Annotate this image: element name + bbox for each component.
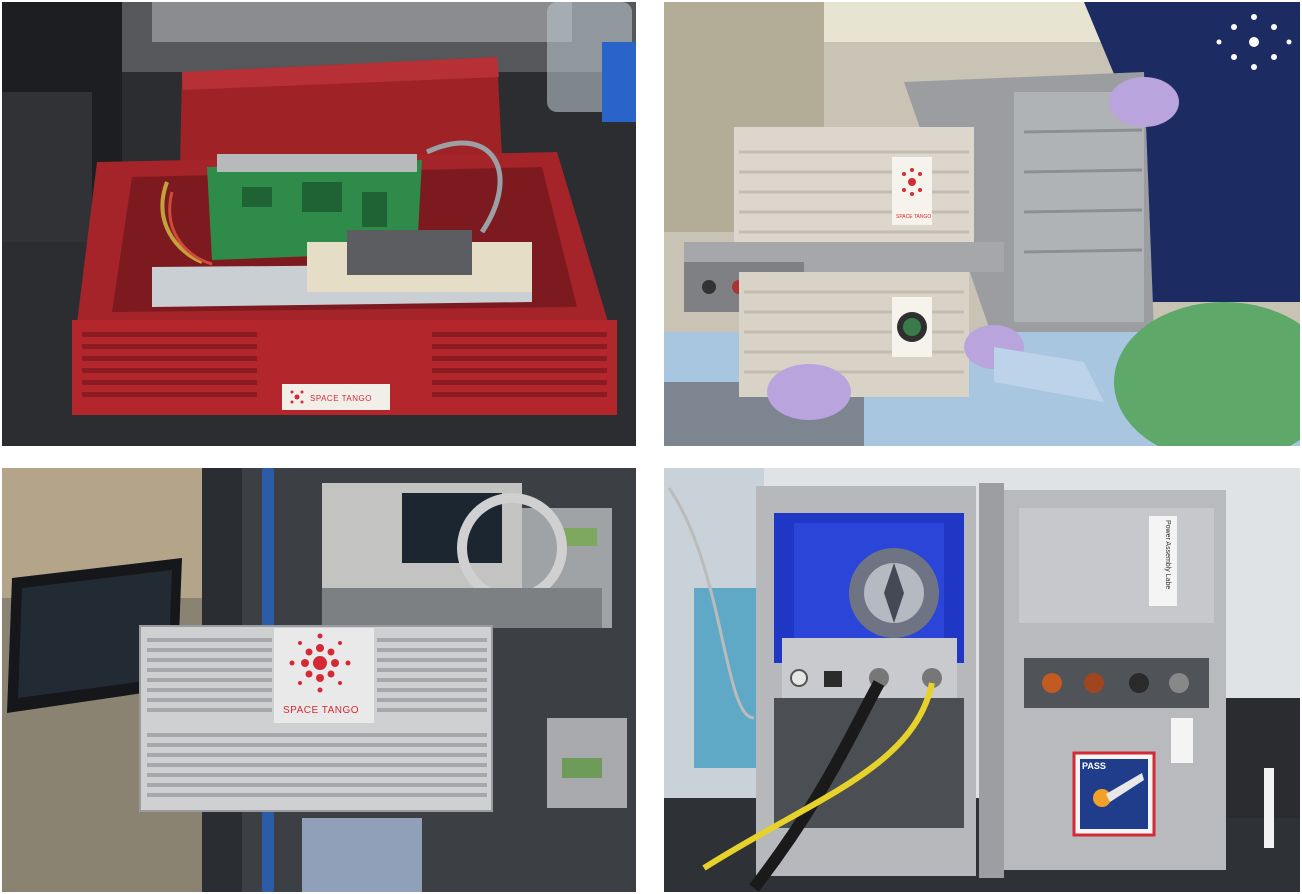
photo-red-enclosure-electronics: SPACE TANGO xyxy=(2,2,636,446)
power-assembly-label: Power Assembly Labe xyxy=(1164,520,1171,589)
enclosure-brand-label: SPACE TANGO xyxy=(310,394,372,403)
pass-sticker-text: PASS xyxy=(1082,761,1106,771)
photo-open-unit-blue-led: Power Assembly Labe PASS xyxy=(664,468,1300,892)
cube-brand-label: SPACE TANGO xyxy=(896,214,931,220)
photo-module-on-station: SPACE TANGO xyxy=(2,468,636,892)
photo-cube-insertion: SPACE TANGO xyxy=(664,2,1300,446)
module-brand-label: SPACE TANGO xyxy=(283,705,359,716)
